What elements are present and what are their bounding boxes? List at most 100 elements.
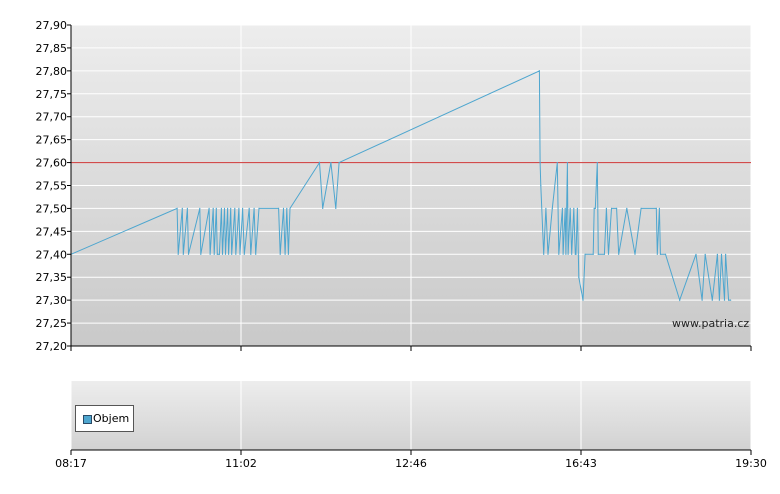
price-point [618, 253, 620, 255]
price-point [728, 299, 730, 301]
price-point [603, 253, 606, 255]
price-point [584, 253, 586, 255]
price-point [716, 253, 719, 255]
price-point [634, 253, 636, 255]
price-point [607, 253, 610, 255]
y-tick-label: 27,30 [36, 294, 68, 307]
y-tick-label: 27,60 [36, 157, 68, 170]
y-tick-label: 27,50 [36, 202, 68, 215]
price-point [287, 253, 289, 255]
price-point [187, 253, 190, 255]
price-point [209, 253, 211, 255]
price-point [255, 253, 257, 255]
price-point [539, 162, 541, 164]
price-point [284, 253, 286, 255]
price-point [234, 207, 236, 209]
price-point [573, 207, 575, 209]
price-point [626, 207, 628, 209]
price-point [538, 70, 541, 72]
price-point [658, 207, 661, 209]
price-point [278, 207, 280, 209]
watermark: www.patria.cz [672, 317, 750, 330]
x-tick-label: 12:46 [395, 457, 427, 470]
price-point [318, 162, 321, 164]
price-point [704, 253, 706, 255]
price-point [730, 299, 732, 301]
price-point [216, 253, 218, 255]
price-point [286, 207, 288, 209]
price-point [701, 299, 703, 301]
price-point [212, 207, 214, 209]
price-point [565, 253, 567, 255]
y-tick-label: 27,55 [36, 180, 68, 193]
price-point [547, 253, 549, 255]
legend-label-objem: Objem [93, 412, 130, 425]
y-tick-label: 27,85 [36, 42, 68, 55]
legend-swatch-objem [83, 415, 92, 424]
price-point [725, 253, 727, 255]
price-point [567, 253, 569, 255]
price-point [656, 253, 658, 255]
price-point [250, 253, 252, 255]
price-point [718, 299, 721, 301]
price-point [664, 253, 667, 255]
legend: Objem [75, 405, 134, 432]
price-point [289, 207, 291, 209]
y-tick-label: 27,40 [36, 248, 68, 261]
price-point [335, 207, 337, 209]
x-tick-label: 19:30 [735, 457, 767, 470]
price-point [540, 184, 542, 187]
y-tick-label: 27,75 [36, 88, 68, 101]
x-tick-label: 08:17 [55, 457, 87, 470]
price-point [231, 253, 233, 255]
price-point [208, 207, 210, 209]
price-point [220, 207, 222, 209]
price-point [640, 207, 642, 209]
price-point [655, 207, 657, 209]
price-point [176, 207, 178, 209]
price-point [545, 207, 547, 209]
price-point [723, 299, 726, 301]
price-point [566, 162, 569, 164]
y-tick-label: 27,45 [36, 225, 68, 238]
price-point [258, 207, 260, 209]
price-point [597, 253, 599, 255]
price-point [679, 299, 681, 301]
price-point [182, 253, 184, 255]
price-point [338, 162, 340, 164]
price-point [582, 299, 584, 301]
x-tick-label: 11:02 [225, 457, 257, 470]
price-point [596, 162, 598, 164]
volume-vertical-gridlines [70, 381, 752, 454]
price-point [593, 207, 595, 209]
price-point [558, 253, 560, 255]
price-point [279, 253, 281, 255]
price-point [186, 207, 188, 209]
price-point [223, 207, 226, 209]
price-point [564, 207, 566, 209]
price-point [227, 207, 229, 209]
price-series-line [70, 70, 731, 302]
price-point [238, 207, 240, 209]
y-tick-label: 27,65 [36, 134, 68, 147]
price-point [253, 207, 255, 209]
price-point [242, 207, 244, 209]
price-point [199, 207, 201, 209]
y-tick-label: 27,20 [36, 340, 68, 353]
price-point [322, 207, 324, 209]
price-point [605, 207, 608, 209]
price-point [218, 253, 220, 255]
price-point [181, 207, 183, 209]
price-point [561, 207, 564, 209]
price-point [235, 253, 237, 255]
y-tick-label: 27,90 [36, 19, 68, 32]
price-point [592, 253, 594, 255]
price-points [70, 70, 732, 301]
price-point [569, 207, 571, 209]
price-point [695, 253, 697, 255]
price-point [228, 253, 230, 255]
price-point [659, 253, 662, 255]
price-point [594, 207, 596, 209]
y-tick-label: 27,25 [36, 317, 68, 330]
price-point [221, 253, 224, 255]
